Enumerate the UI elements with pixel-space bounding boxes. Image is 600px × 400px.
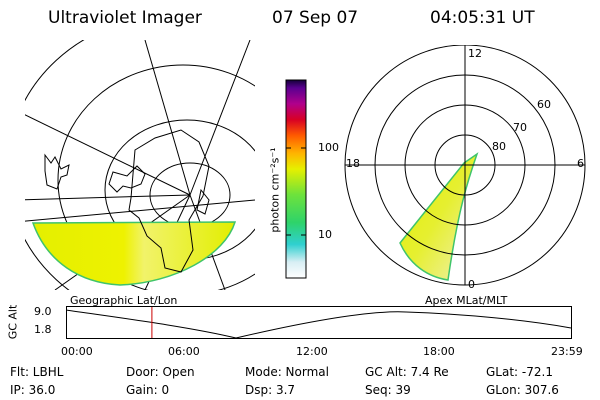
mlt-12-label: 12 — [468, 47, 482, 60]
polar-plot — [344, 45, 586, 286]
geographic-panel-label: Geographic Lat/Lon — [70, 294, 178, 307]
altitude-timeline — [66, 306, 572, 339]
gc-alt-info: GC Alt: 7.4 Re — [365, 365, 449, 379]
colorbar — [285, 79, 307, 279]
lat-60-label: 60 — [537, 98, 551, 111]
time-label: 04:05:31 UT — [430, 8, 535, 28]
filter-info: Flt: LBHL — [10, 365, 64, 379]
lat-80-label: 80 — [492, 140, 506, 153]
timeline-ytick-bottom: 1.8 — [34, 323, 52, 336]
time-tick-4: 23:59 — [551, 345, 583, 358]
timeline-ylabel: GC Alt — [6, 304, 20, 340]
mode-info: Mode: Normal — [245, 365, 329, 379]
seq-info: Seq: 39 — [365, 383, 411, 397]
time-tick-3: 18:00 — [423, 345, 455, 358]
date-label: 07 Sep 07 — [272, 8, 359, 28]
time-tick-1: 06:00 — [168, 345, 200, 358]
instrument-title: Ultraviolet Imager — [48, 8, 202, 28]
geographic-map — [25, 40, 255, 290]
time-tick-0: 00:00 — [61, 345, 93, 358]
mlt-18-label: 18 — [346, 157, 360, 170]
mlt-6-label: 6 — [577, 157, 584, 170]
glon-info: GLon: 307.6 — [486, 383, 559, 397]
timeline-ytick-top: 9.0 — [34, 305, 52, 318]
apex-panel-label: Apex MLat/MLT — [425, 294, 508, 307]
dsp-info: Dsp: 3.7 — [245, 383, 296, 397]
gain-info: Gain: 0 — [126, 383, 170, 397]
colorbar-tick-10: 10 — [318, 228, 332, 241]
colorbar-unit-label: photon cm⁻²s⁻¹ — [268, 147, 282, 233]
glat-info: GLat: -72.1 — [486, 365, 553, 379]
ip-info: IP: 36.0 — [10, 383, 56, 397]
mlt-0-label: 0 — [468, 278, 475, 291]
time-tick-2: 12:00 — [296, 345, 328, 358]
lat-70-label: 70 — [513, 121, 527, 134]
door-info: Door: Open — [126, 365, 195, 379]
colorbar-tick-100: 100 — [318, 141, 339, 154]
